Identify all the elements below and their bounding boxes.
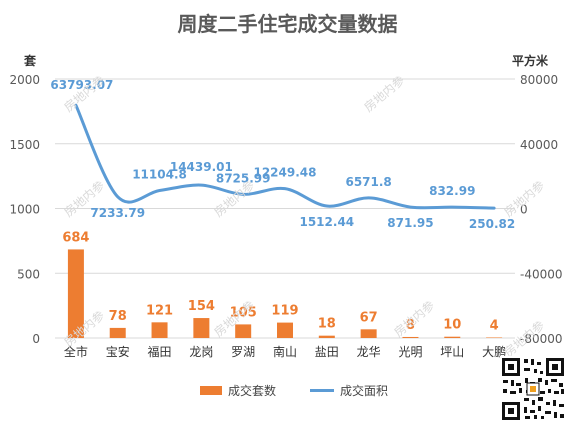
- bar: [444, 336, 461, 338]
- left-axis-tick-label: 500: [17, 267, 40, 281]
- legend-swatch-bar: [200, 386, 222, 395]
- bar: [402, 336, 419, 338]
- category-tick-label: 罗湖: [231, 344, 255, 359]
- line-data-label: 832.99: [429, 184, 475, 198]
- bar: [151, 322, 168, 338]
- legend-label-bar: 成交套数: [228, 384, 277, 398]
- bar: [486, 337, 503, 338]
- bar: [318, 335, 335, 338]
- line-data-label: 1512.44: [299, 215, 354, 229]
- bar-data-label: 154: [188, 299, 215, 314]
- bar-data-label: 684: [62, 230, 89, 245]
- bar: [277, 322, 293, 338]
- bar: [193, 318, 210, 338]
- bar-data-label: 121: [146, 303, 173, 318]
- bar: [360, 329, 377, 338]
- legend-label-line: 成交面积: [340, 384, 389, 398]
- line-data-label: 14439.01: [170, 160, 233, 174]
- category-tick-label: 龙华: [357, 345, 381, 359]
- chart-title: 周度二手住宅成交量数据: [177, 12, 398, 36]
- line-data-label: 871.95: [387, 216, 433, 230]
- right-axis-label: 平方米: [512, 54, 549, 68]
- line-data-label: 12249.48: [253, 166, 316, 180]
- right-axis-tick-label: -40000: [520, 267, 563, 281]
- category-tick-label: 坪山: [440, 345, 464, 359]
- category-tick-label: 全市: [64, 344, 88, 359]
- bar-data-label: 105: [230, 305, 257, 320]
- category-tick-label: 南山: [273, 344, 297, 359]
- category-tick-label: 福田: [148, 344, 172, 359]
- category-tick-label: 宝安: [106, 344, 130, 359]
- left-axis-label: 套: [24, 54, 37, 68]
- line-data-label: 11104.8: [132, 168, 187, 182]
- right-axis-tick-label: 40000: [520, 138, 558, 152]
- line-data-label: 8725.99: [216, 171, 271, 185]
- bar-data-label: 119: [271, 304, 298, 319]
- line-data-label: 63793.07: [50, 78, 113, 92]
- bar-data-label: 18: [318, 317, 336, 332]
- line-data-label: 7233.79: [90, 206, 145, 220]
- qr-code-icon: [500, 356, 566, 422]
- line-data-label: 6571.8: [345, 175, 391, 189]
- category-tick-label: 龙岗: [189, 345, 213, 359]
- legend-item-bar: 成交套数: [200, 382, 276, 399]
- category-tick-label: 盐田: [315, 345, 339, 359]
- category-tick-label: 大鹏: [482, 345, 506, 359]
- left-axis-tick-label: 2000: [9, 73, 40, 87]
- left-axis-tick-label: 0: [32, 332, 40, 346]
- bar: [67, 249, 84, 338]
- bar: [109, 327, 126, 338]
- series-line: [74, 103, 496, 210]
- right-axis-tick-label: 80000: [520, 73, 558, 87]
- left-axis-tick-label: 1500: [9, 138, 40, 152]
- right-axis-tick-label: 0: [520, 203, 528, 217]
- bar: [235, 324, 252, 338]
- bar-data-label: 10: [443, 318, 461, 333]
- line-data-label: 250.82: [469, 217, 515, 231]
- legend-item-line: 成交面积: [310, 382, 388, 399]
- bar-data-label: 78: [109, 309, 127, 324]
- right-axis-tick-label: -80000: [520, 332, 563, 346]
- category-tick-label: 光明: [398, 345, 422, 359]
- bar-data-label: 4: [490, 318, 499, 333]
- bar-data-label: 8: [406, 318, 415, 333]
- left-axis-tick-label: 1000: [9, 203, 40, 217]
- legend-swatch-line: [310, 389, 334, 392]
- bar-data-label: 67: [360, 310, 378, 325]
- legend: 成交套数 成交面积: [180, 382, 420, 400]
